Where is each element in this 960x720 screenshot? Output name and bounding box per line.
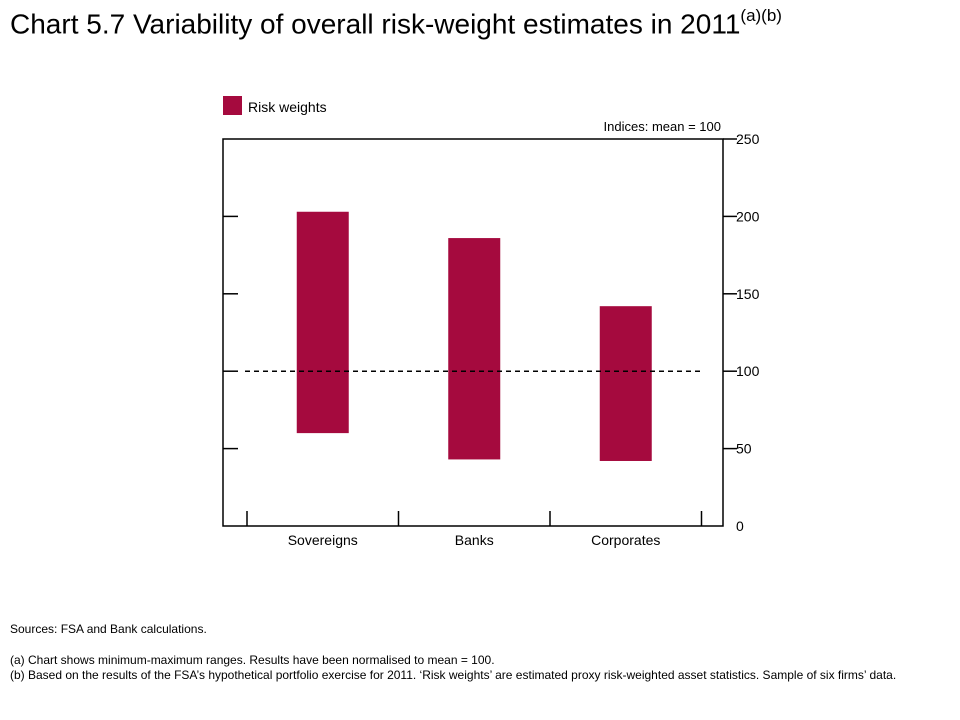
y-tick-label: 50 [736, 441, 752, 457]
axis-note: Indices: mean = 100 [604, 119, 721, 134]
y-tick-labels: 0 50 100 150 200 250 [736, 131, 760, 534]
chart-title-text: Chart 5.7 Variability of overall risk-we… [10, 8, 741, 40]
x-tick-label: Sovereigns [288, 532, 358, 548]
x-category-dividers [246, 511, 703, 526]
y-tick-label: 0 [736, 518, 744, 534]
y-tick-label: 150 [736, 286, 760, 302]
footnote-b: (b) Based on the results of the FSA’s hy… [10, 668, 897, 682]
range-bars [296, 211, 652, 461]
x-tick-label: Banks [455, 532, 494, 548]
footnote-a: (a) Chart shows minimum-maximum ranges. … [10, 653, 495, 667]
x-tick-labels: Sovereigns Banks Corporates [288, 532, 661, 548]
range-bar-chart: Risk weights Indices: mean = 100 0 50 100 1… [222, 96, 760, 548]
y-tick-label: 200 [736, 208, 760, 224]
chart-title-footnote-marks: (a)(b) [740, 6, 782, 25]
range-bar-banks [448, 238, 501, 460]
y-tick-label: 100 [736, 363, 760, 379]
range-bar-sovereigns [296, 211, 349, 434]
sources-note: Sources: FSA and Bank calculations. [10, 622, 207, 636]
chart-title: Chart 5.7 Variability of overall risk-we… [10, 6, 782, 40]
legend-swatch [223, 96, 242, 115]
axis-ticks [223, 138, 737, 450]
x-tick-label: Corporates [591, 532, 660, 548]
y-tick-label: 250 [736, 131, 760, 147]
range-bar-corporates [599, 306, 652, 461]
legend-label: Risk weights [248, 99, 327, 115]
plot-frame [222, 138, 724, 527]
